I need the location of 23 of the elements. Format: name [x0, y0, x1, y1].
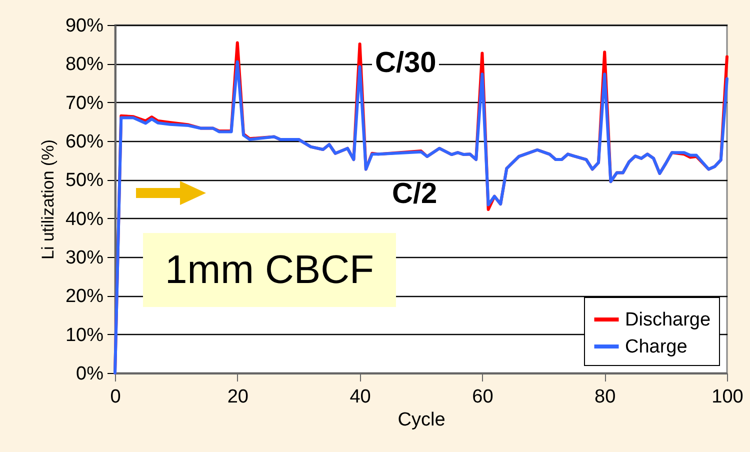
legend-label: Discharge [625, 310, 711, 330]
x-tick-label: 20 [227, 386, 248, 408]
legend-label: Charge [625, 336, 688, 358]
y-tick-label: 60% [65, 132, 104, 152]
annotation: C/30 [372, 47, 440, 80]
y-axis-title: Li utilization (%) [38, 140, 58, 260]
y-tick-label: 90% [65, 16, 104, 36]
y-tick-label: 10% [65, 324, 104, 346]
x-tick-label: 60 [472, 386, 494, 408]
x-axis-title: Cycle [398, 410, 446, 430]
annotation: C/2 [392, 178, 438, 210]
y-tick-label: 70% [65, 92, 104, 114]
y-tick-label: 0% [76, 364, 104, 384]
y-tick-label: 40% [65, 208, 104, 230]
y-tick-label: 20% [65, 286, 104, 308]
x-tick-label: 80 [594, 386, 616, 408]
annotation: 1mm CBCF [143, 233, 396, 307]
x-tick-label: 40 [350, 386, 371, 408]
x-tick-label: 100 [712, 386, 744, 408]
y-tick-label: 80% [65, 54, 104, 76]
x-tick-label: 0 [110, 386, 121, 408]
y-tick-label: 30% [65, 248, 104, 268]
y-tick-label: 50% [65, 170, 104, 192]
